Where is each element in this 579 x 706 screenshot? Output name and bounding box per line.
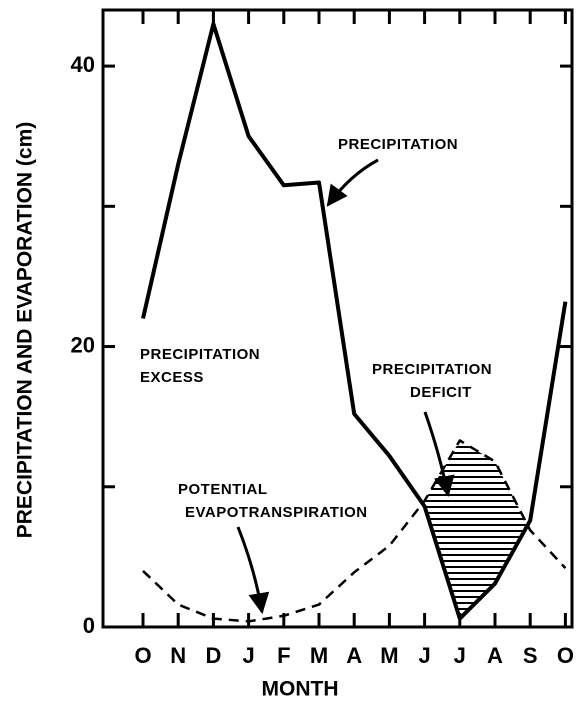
x-axis-label: MONTH [262, 678, 339, 701]
x-tick-label: M [380, 643, 398, 668]
x-tick-label: O [134, 643, 151, 668]
x-tick-label: M [310, 643, 328, 668]
y-tick-label: 40 [71, 52, 95, 77]
plot-frame [101, 8, 574, 629]
annotation: POTENTIAL [178, 481, 268, 498]
arrow [326, 158, 379, 207]
x-tick-label: F [277, 643, 290, 668]
annotation: EXCESS [140, 369, 204, 386]
x-tick-label: N [170, 643, 186, 668]
x-tick-label: S [523, 643, 538, 668]
x-tick-label: O [557, 643, 574, 668]
annotation: EVAPOTRANSPIRATION [185, 504, 368, 521]
x-tick-label: D [205, 643, 221, 668]
series-line [142, 439, 567, 623]
y-tick-label: 0 [83, 613, 95, 638]
deficit-hatch [422, 440, 528, 619]
x-tick-label: A [346, 643, 362, 668]
annotation: PRECIPITATION [338, 136, 458, 153]
annotation: DEFICIT [410, 384, 472, 401]
y-tick-label: 20 [71, 332, 95, 357]
x-tick-label: J [454, 643, 466, 668]
arrow [236, 526, 270, 615]
annotation: PRECIPITATION [140, 346, 260, 363]
y-axis-label: PRECIPITATION AND EVAPORATION (cm) [14, 122, 37, 539]
annotation: PRECIPITATION [372, 361, 492, 378]
series-line [141, 22, 568, 621]
x-tick-label: J [418, 643, 430, 668]
x-tick-label: J [242, 643, 254, 668]
x-tick-label: A [487, 643, 503, 668]
